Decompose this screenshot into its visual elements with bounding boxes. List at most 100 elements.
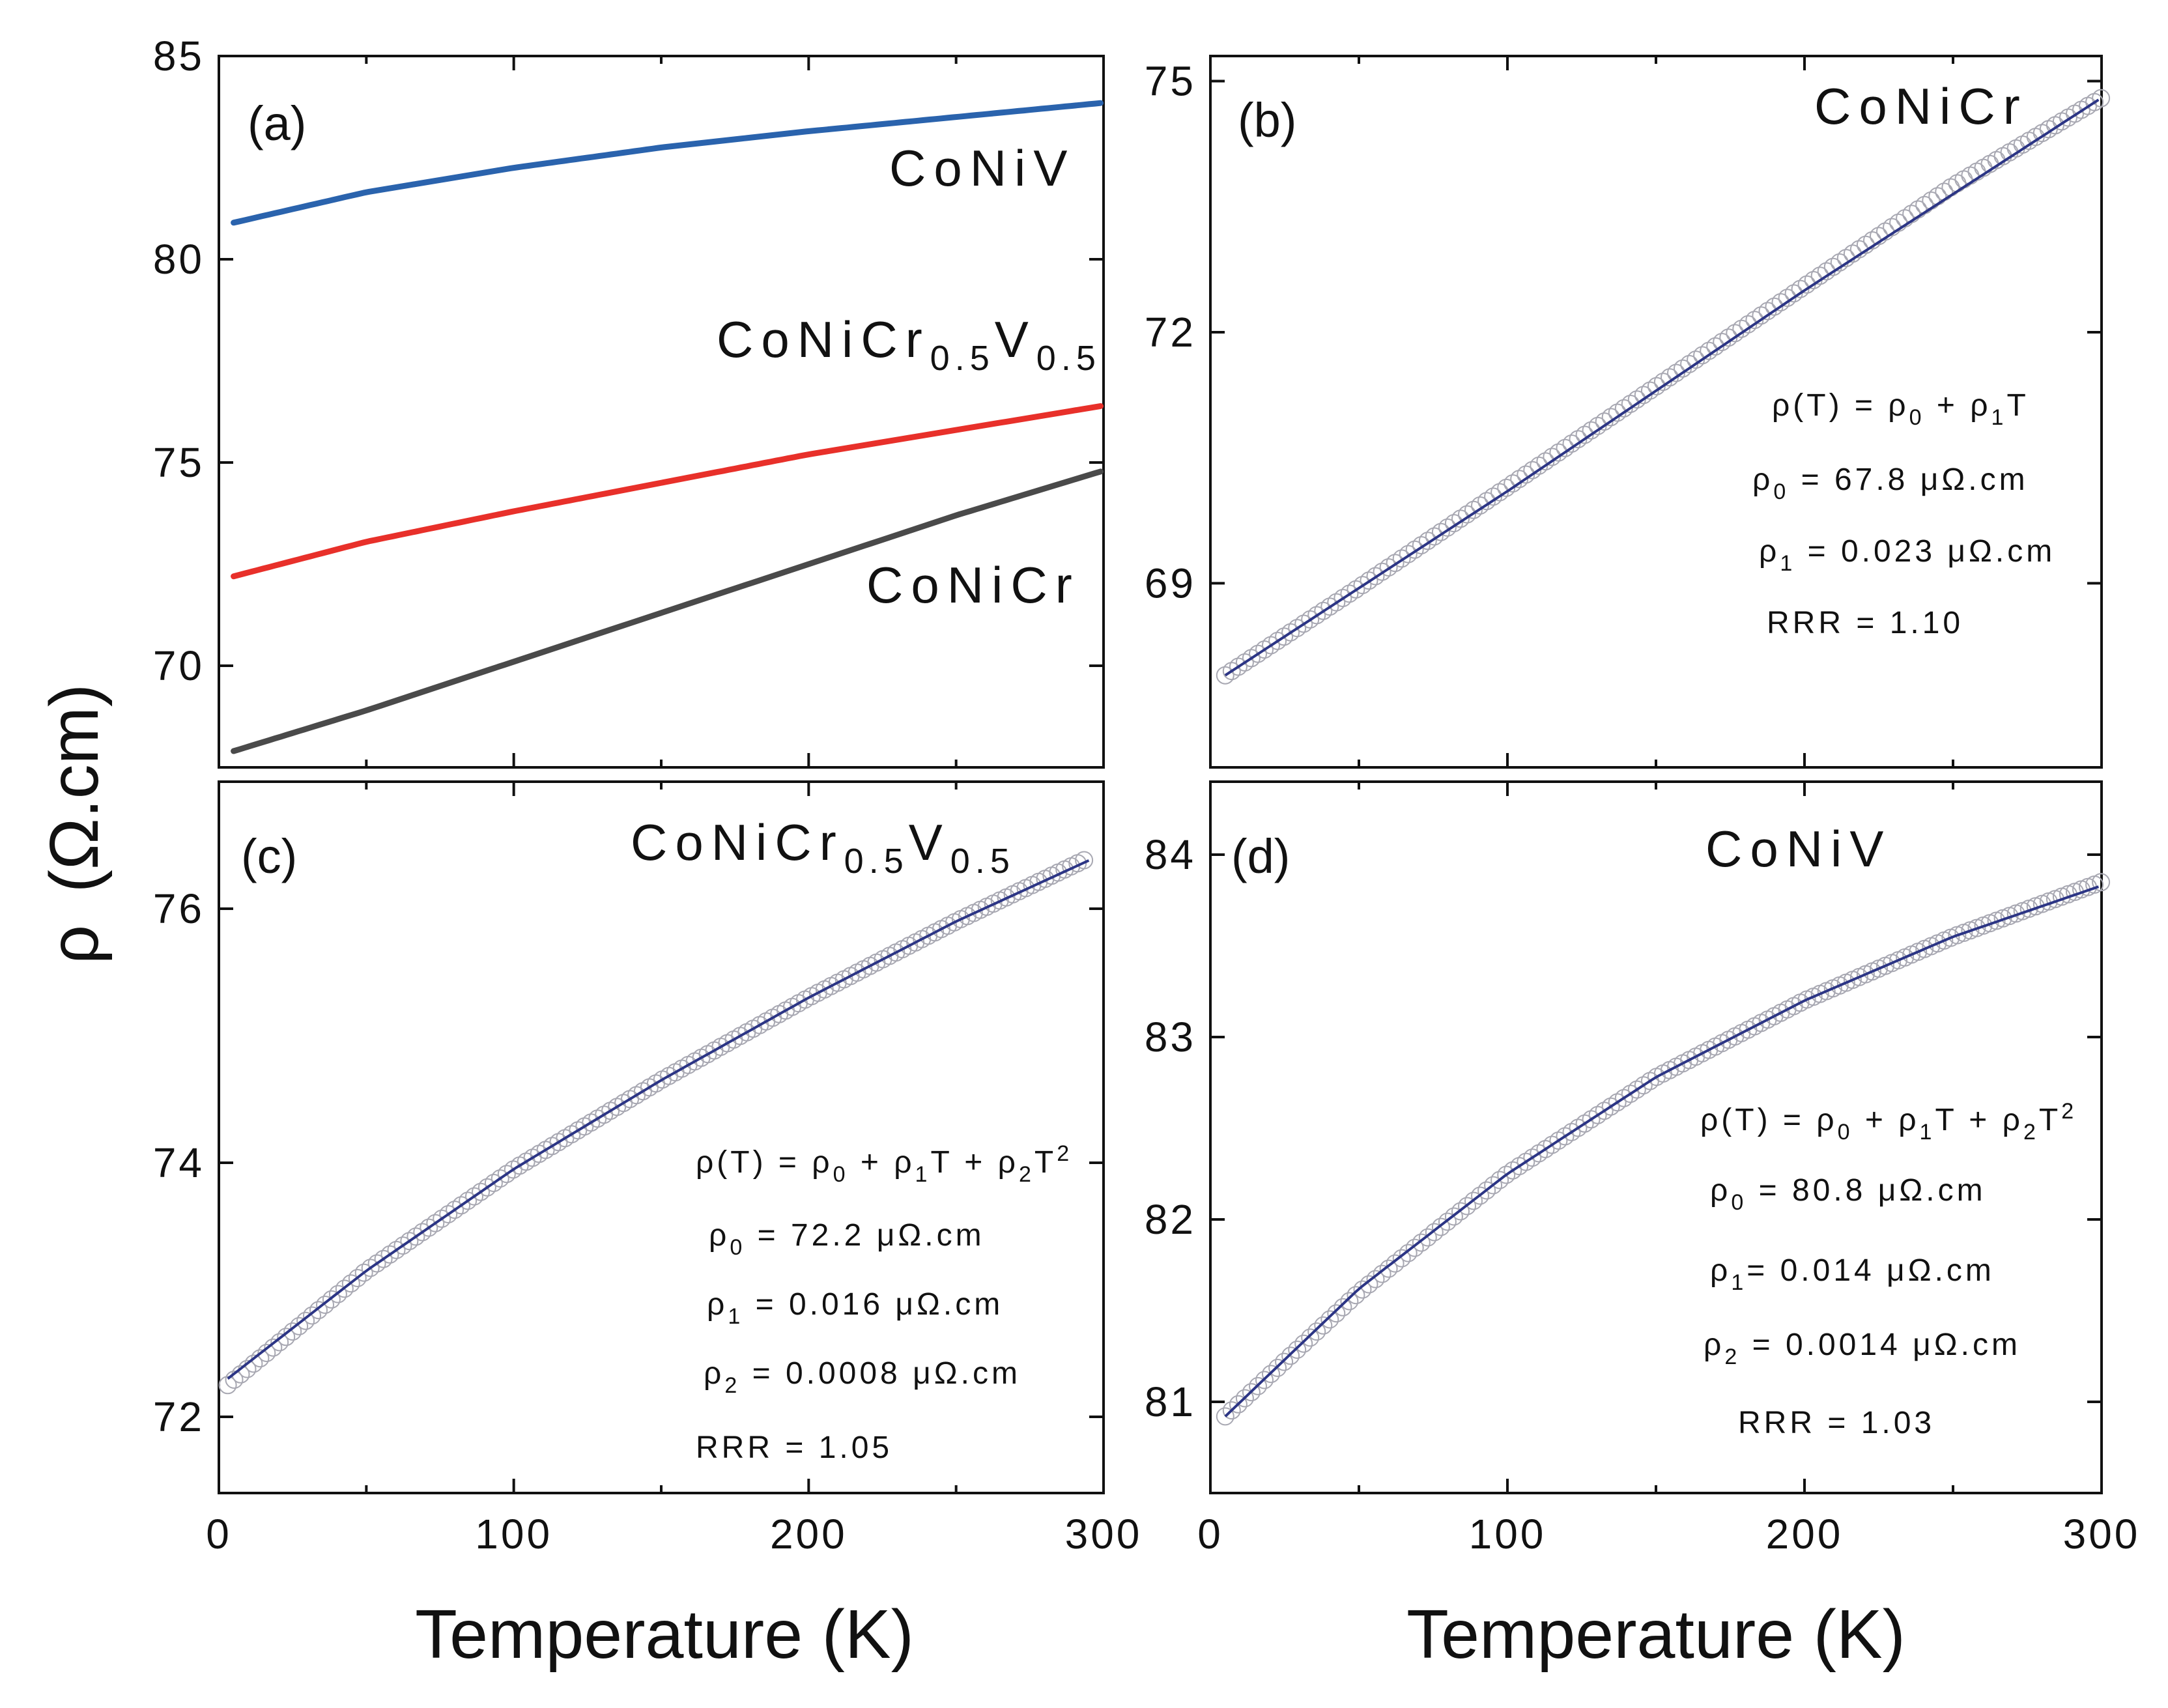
data-marker [1634,1076,1653,1095]
data-marker [1700,341,1719,360]
data-marker [1543,448,1562,466]
data-marker [1314,1316,1333,1335]
panel-b-rho0: ρ0 = 67.8 μΩ.cm [1752,463,2029,504]
data-marker [472,1182,490,1201]
data-marker [2092,873,2111,892]
data-marker [1948,174,1967,193]
data-marker [1347,1286,1365,1305]
data-marker [1353,576,1372,595]
data-marker [380,1245,399,1264]
panel-d-frame [1209,780,2103,1494]
data-marker [1739,315,1758,334]
data-marker [1543,1135,1562,1154]
fit-line-c [227,859,1090,1380]
data-marker [1249,1376,1267,1395]
data-marker [1399,1244,1418,1262]
data-marker [1327,593,1346,612]
panel-b-label: (b) [1238,93,1296,147]
data-marker [270,1333,289,1352]
data-marker [1386,554,1405,573]
y-tick-label-a-85: 85 [153,33,205,79]
data-marker [354,1263,373,1282]
data-marker [1075,851,1094,870]
data-marker [322,1290,341,1309]
data-marker [2092,89,2111,107]
series-line-conicr05v05 [231,403,1104,580]
data-markers-c [218,851,1094,1395]
data-marker [491,1169,509,1188]
y-tick-label-c-72: 72 [153,1393,205,1440]
data-marker [1301,1328,1320,1347]
fit-line-d [1224,885,2100,1417]
y-tick-label-c-74: 74 [153,1139,205,1186]
data-marker [1771,293,1790,311]
data-markers-d [1216,873,2111,1426]
data-marker [1242,649,1261,668]
data-marker [1314,601,1333,620]
data-marker [1530,1144,1548,1163]
data-marker [1268,631,1287,650]
data-marker [1360,571,1378,590]
data-marker [1301,610,1320,629]
data-marker [1281,1346,1300,1365]
y-tick-label-a-75: 75 [153,439,205,486]
data-marker [309,1301,328,1320]
x-axis-title-left: Temperature (K) [415,1596,914,1673]
data-marker [1484,487,1503,506]
data-marker [1327,1304,1346,1323]
panel-d-rrr: RRR = 1.03 [1738,1406,1935,1440]
data-marker [1281,623,1300,642]
data-marker [1614,399,1633,418]
data-marker [1536,1140,1555,1158]
data-marker [348,1269,367,1287]
data-marker [1484,1176,1503,1195]
data-marker [257,1344,276,1362]
data-marker [1353,1280,1372,1299]
panel-c-rho1: ρ1 = 0.016 μΩ.cm [707,1287,1003,1329]
data-marker [1954,170,1973,189]
x-tick-label-d-0: 0 [1197,1511,1223,1558]
data-marker [1412,1233,1431,1252]
data-marker [1464,500,1483,519]
data-marker [1334,589,1352,607]
data-marker [1418,1228,1437,1247]
data-marker [1425,1223,1444,1242]
panel-b-rho1: ρ1 = 0.023 μΩ.cm [1759,534,2055,576]
data-marker [1229,657,1248,676]
data-marker [1444,514,1463,533]
panel-c: (c) CoNiCr0.5V0.5 0 100 200 300 72 74 76 ρ(T) … [153,780,1139,1558]
y-tick-label-c-76: 76 [153,885,205,932]
data-marker [1216,1407,1234,1426]
svg-text:ρ (Ω.cm): ρ (Ω.cm) [36,684,113,964]
data-marker [1229,1395,1248,1414]
data-marker [264,1338,283,1357]
data-marker [1262,636,1280,655]
data-marker [1517,1152,1535,1171]
data-marker [1216,666,1234,685]
data-marker [1262,1365,1280,1384]
y-tick-label-a-70: 70 [153,642,205,689]
x-tick-label-c-0: 0 [206,1511,232,1558]
data-marker [1379,558,1398,576]
data-marker [1412,536,1431,554]
y-tick-label-d-81: 81 [1145,1378,1196,1425]
data-marker [367,1254,386,1273]
data-marker [1497,1165,1516,1184]
data-marker [1510,1157,1529,1176]
data-marker [1458,1197,1476,1216]
panel-d-title: CoNiV [1705,820,1891,877]
data-marker [413,1223,432,1242]
data-marker [406,1227,425,1246]
data-marker [303,1306,321,1325]
data-marker [420,1218,438,1237]
data-marker [1661,368,1679,387]
data-marker [1373,562,1391,581]
data-marker [1549,1132,1568,1150]
data-marker [1347,580,1365,599]
data-marker [1444,1207,1463,1226]
data-marker [1575,1114,1594,1133]
data-marker [1601,1097,1620,1116]
panel-c-rrr: RRR = 1.05 [696,1430,892,1465]
data-marker [1451,509,1470,528]
